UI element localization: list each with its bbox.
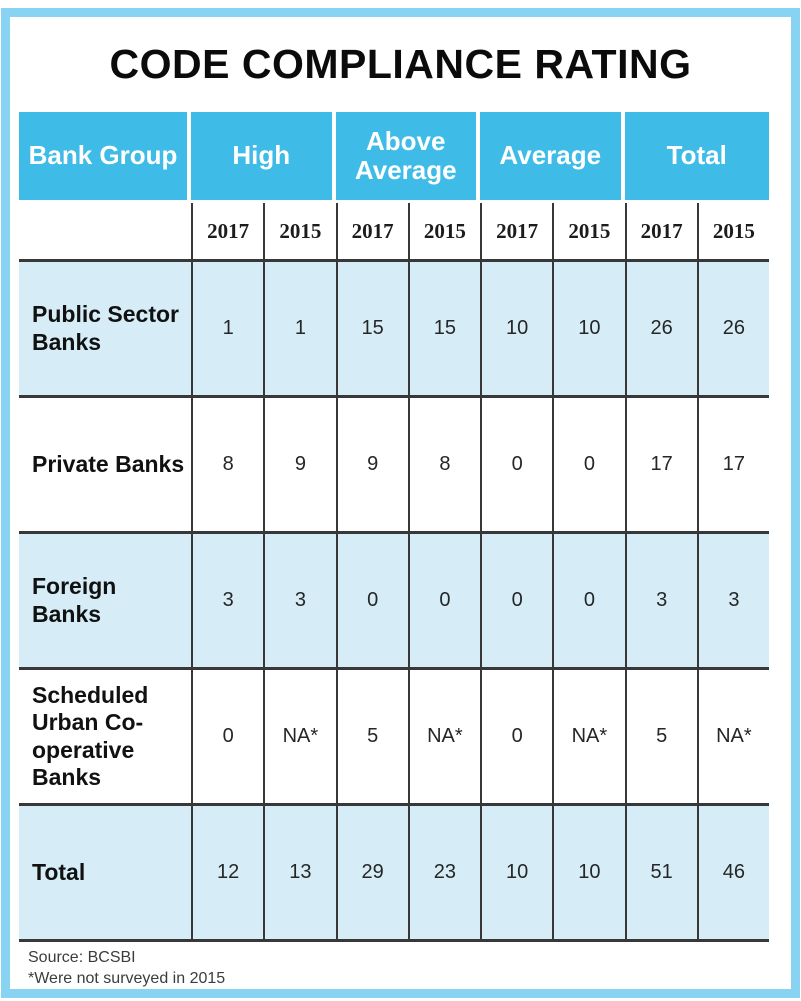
value-cell: NA* (696, 670, 769, 806)
value-cell: NA* (263, 670, 336, 806)
value-cell: 0 (480, 398, 553, 534)
value-cell: 0 (552, 398, 625, 534)
value-cell: 0 (480, 534, 553, 670)
year-header: 2017 (191, 203, 264, 262)
footnote: *Were not surveyed in 2015 (28, 970, 226, 988)
row-label: Scheduled Urban Co-operative Banks (19, 670, 191, 806)
row-label: Private Banks (19, 398, 191, 534)
table-row: Foreign Banks 3 3 0 0 0 0 3 3 (19, 534, 769, 670)
year-header: 2017 (480, 203, 553, 262)
compliance-table: Bank Group High Above Average Average To… (19, 112, 769, 942)
value-cell: 8 (191, 398, 264, 534)
table-row: Total 12 13 29 23 10 10 51 46 (19, 806, 769, 942)
year-header: 2017 (335, 203, 408, 262)
value-cell: 0 (335, 534, 408, 670)
value-cell: 23 (407, 806, 480, 942)
value-cell: 10 (480, 806, 553, 942)
value-cell: 0 (552, 534, 625, 670)
value-cell: 9 (335, 398, 408, 534)
source-note: Source: BCSBI (28, 949, 136, 966)
value-cell: 3 (624, 534, 697, 670)
row-label: Total (19, 806, 191, 942)
value-cell: 3 (263, 534, 336, 670)
value-cell: 51 (624, 806, 697, 942)
header-average: Average (480, 112, 625, 203)
footer-notes: Source: BCSBI *Were not surveyed in 2015 (28, 947, 791, 989)
value-cell: 1 (191, 262, 264, 398)
year-header: 2015 (263, 203, 336, 262)
year-header: 2015 (552, 203, 625, 262)
value-cell: 3 (191, 534, 264, 670)
value-cell: 26 (696, 262, 769, 398)
year-header-spacer (19, 203, 191, 262)
year-header: 2017 (624, 203, 697, 262)
table-row: Public Sector Banks 1 1 15 15 10 10 26 26 (19, 262, 769, 398)
value-cell: 29 (335, 806, 408, 942)
table-row: Private Banks 8 9 9 8 0 0 17 17 (19, 398, 769, 534)
value-cell: 5 (624, 670, 697, 806)
value-cell: 8 (407, 398, 480, 534)
year-header: 2015 (696, 203, 769, 262)
value-cell: 0 (191, 670, 264, 806)
value-cell: 9 (263, 398, 336, 534)
page-title: CODE COMPLIANCE RATING (109, 41, 692, 87)
year-header-row: 2017 2015 2017 2015 2017 2015 2017 2015 (19, 203, 769, 262)
header-above-average: Above Average (335, 112, 480, 203)
value-cell: 0 (407, 534, 480, 670)
table-body: Public Sector Banks 1 1 15 15 10 10 26 26 Private… (19, 262, 769, 942)
value-cell: 1 (263, 262, 336, 398)
value-cell: 15 (335, 262, 408, 398)
value-cell: 17 (624, 398, 697, 534)
row-label: Public Sector Banks (19, 262, 191, 398)
value-cell: 26 (624, 262, 697, 398)
value-cell: 10 (552, 262, 625, 398)
value-cell: 13 (263, 806, 336, 942)
year-header: 2015 (407, 203, 480, 262)
table-row: Scheduled Urban Co-operative Banks 0 NA* 5 N… (19, 670, 769, 806)
value-cell: 5 (335, 670, 408, 806)
row-label: Foreign Banks (19, 534, 191, 670)
value-cell: NA* (407, 670, 480, 806)
value-cell: NA* (552, 670, 625, 806)
value-cell: 46 (696, 806, 769, 942)
value-cell: 10 (480, 262, 553, 398)
page-frame: CODE COMPLIANCE RATING Bank Group High A… (1, 8, 800, 998)
value-cell: 12 (191, 806, 264, 942)
title-bar: CODE COMPLIANCE RATING (10, 17, 791, 112)
value-cell: 15 (407, 262, 480, 398)
value-cell: 10 (552, 806, 625, 942)
value-cell: 3 (696, 534, 769, 670)
header-bank-group: Bank Group (19, 112, 191, 203)
header-total: Total (624, 112, 769, 203)
value-cell: 17 (696, 398, 769, 534)
group-header-row: Bank Group High Above Average Average To… (19, 112, 769, 203)
value-cell: 0 (480, 670, 553, 806)
header-high: High (191, 112, 336, 203)
